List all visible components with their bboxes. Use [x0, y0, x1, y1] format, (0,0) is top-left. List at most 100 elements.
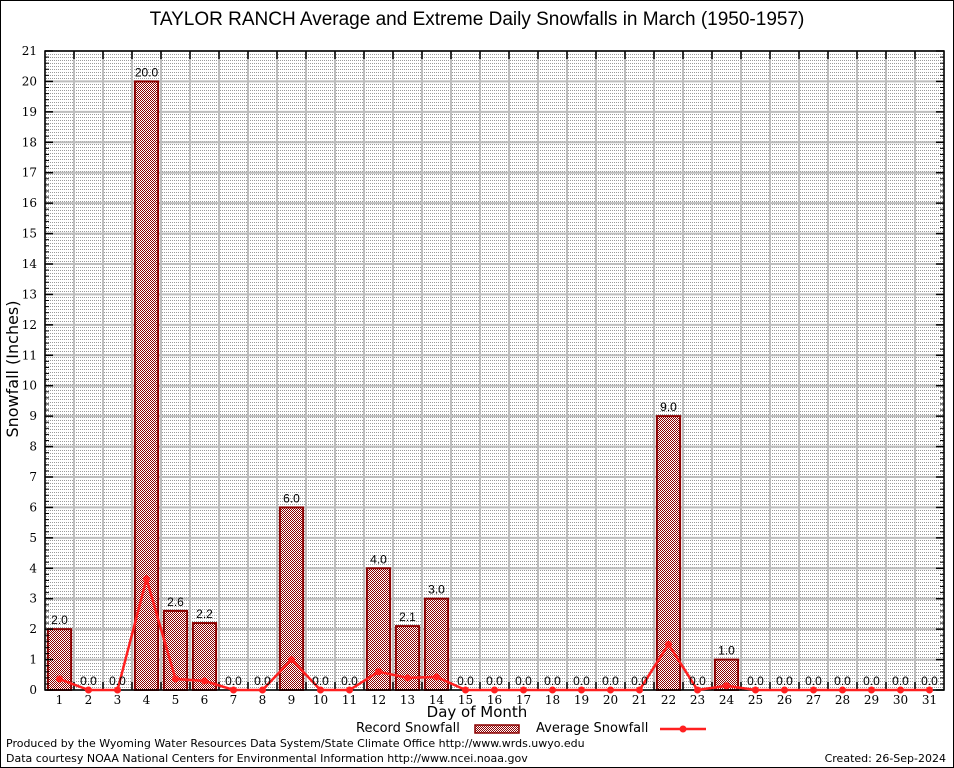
x-tick-label: 27 — [806, 693, 821, 707]
bar-value-label: 9.0 — [660, 400, 677, 414]
x-tick-label: 9 — [288, 693, 296, 707]
y-tick-label: 10 — [22, 379, 37, 393]
y-tick-label: 9 — [29, 409, 37, 423]
bar-value-label: 0.0 — [776, 674, 793, 688]
bar-value-label: 20.0 — [135, 65, 159, 79]
legend-record-swatch — [474, 724, 520, 734]
average-point — [85, 686, 92, 694]
legend-swatches — [474, 724, 706, 734]
average-point — [114, 686, 121, 694]
bar-value-label: 0.0 — [631, 674, 648, 688]
x-tick-label: 20 — [603, 693, 618, 707]
bar-value-label: 0.0 — [544, 674, 561, 688]
average-point — [56, 675, 63, 683]
average-point — [549, 686, 556, 694]
legend-average-point — [679, 725, 687, 733]
average-point — [346, 686, 353, 694]
x-tick-label: 21 — [632, 693, 647, 707]
average-point — [143, 575, 150, 583]
y-tick-label: 14 — [22, 257, 38, 271]
record-bar — [133, 80, 160, 691]
y-tick-label: 16 — [22, 196, 37, 210]
x-tick-label: 28 — [835, 693, 850, 707]
average-point — [578, 686, 585, 694]
bar-value-label: 2.0 — [51, 613, 68, 627]
y-tick-label: 8 — [29, 440, 37, 454]
x-tick-label: 22 — [661, 693, 676, 707]
grid-lines — [44, 50, 945, 691]
bar-value-label: 0.0 — [254, 674, 271, 688]
y-tick-label: 5 — [29, 531, 37, 545]
bar-value-label: 0.0 — [109, 674, 126, 688]
chart-title: TAYLOR RANCH Average and Extreme Daily S… — [149, 9, 805, 30]
average-point — [317, 686, 324, 694]
average-line — [56, 574, 933, 694]
x-tick-label: 23 — [690, 693, 705, 707]
x-tick-label: 26 — [777, 693, 792, 707]
legend-average-label: Average Snowfall — [536, 721, 649, 736]
average-point — [665, 640, 672, 648]
average-point — [636, 686, 643, 694]
y-tick-label: 6 — [29, 500, 37, 514]
bar-value-label: 2.2 — [196, 607, 213, 621]
y-tick-label: 11 — [22, 348, 37, 362]
average-point — [201, 677, 208, 685]
y-tick-label: 3 — [29, 592, 37, 606]
average-point — [926, 686, 933, 694]
bar-value-label: 2.6 — [167, 595, 184, 609]
y-tick-label: 19 — [22, 105, 37, 119]
plot-background — [45, 51, 944, 690]
y-tick-label: 13 — [22, 287, 37, 301]
record-bars — [46, 80, 740, 692]
y-tick-label: 1 — [29, 653, 37, 667]
y-tick-label: 15 — [22, 227, 37, 241]
x-tick-label: 8 — [259, 693, 267, 707]
legend-record-label: Record Snowfall — [356, 721, 460, 736]
credit-line-1: Produced by the Wyoming Water Resources … — [6, 737, 585, 750]
average-point — [781, 686, 788, 694]
x-tick-label: 3 — [114, 693, 122, 707]
average-point — [752, 686, 759, 694]
bar-value-label: 0.0 — [515, 674, 532, 688]
bar-value-label: 0.0 — [225, 674, 242, 688]
x-tick-label: 19 — [574, 693, 589, 707]
average-point — [723, 682, 730, 690]
bar-value-label: 4.0 — [370, 552, 387, 566]
average-point — [288, 656, 295, 664]
x-axis-label: Day of Month — [426, 703, 528, 721]
average-point — [433, 673, 440, 681]
y-tick-label: 20 — [22, 74, 37, 88]
bar-value-label: 0.0 — [602, 674, 619, 688]
x-tick-label: 2 — [85, 693, 93, 707]
x-tick-label: 10 — [313, 693, 328, 707]
average-point — [230, 686, 237, 694]
bar-value-label: 0.0 — [863, 674, 880, 688]
x-tick-label: 4 — [143, 693, 151, 707]
average-point — [694, 686, 701, 694]
x-tick-label: 6 — [201, 693, 209, 707]
average-point — [491, 686, 498, 694]
average-point — [259, 686, 266, 694]
y-tick-label: 17 — [22, 166, 37, 180]
average-point — [375, 668, 382, 676]
x-tick-label: 30 — [893, 693, 908, 707]
bar-value-label: 1.0 — [718, 644, 735, 658]
average-point — [897, 686, 904, 694]
y-tick-label: 12 — [22, 318, 37, 332]
bar-value-label: 0.0 — [573, 674, 590, 688]
average-point — [810, 686, 817, 694]
x-tick-label: 14 — [429, 693, 445, 707]
x-tick-label: 24 — [719, 693, 735, 707]
x-tick-label: 16 — [487, 693, 502, 707]
created-date: Created: 26-Sep-2024 — [824, 752, 946, 765]
bar-value-label: 0.0 — [312, 674, 329, 688]
x-tick-label: 31 — [922, 693, 937, 707]
record-bar — [655, 415, 682, 691]
x-tick-label: 1 — [56, 693, 64, 707]
x-tick-label: 12 — [371, 693, 386, 707]
x-tick-label: 17 — [516, 693, 531, 707]
average-point — [607, 686, 614, 694]
bar-value-label: 0.0 — [457, 674, 474, 688]
average-point — [404, 674, 411, 682]
bar-value-label: 0.0 — [486, 674, 503, 688]
